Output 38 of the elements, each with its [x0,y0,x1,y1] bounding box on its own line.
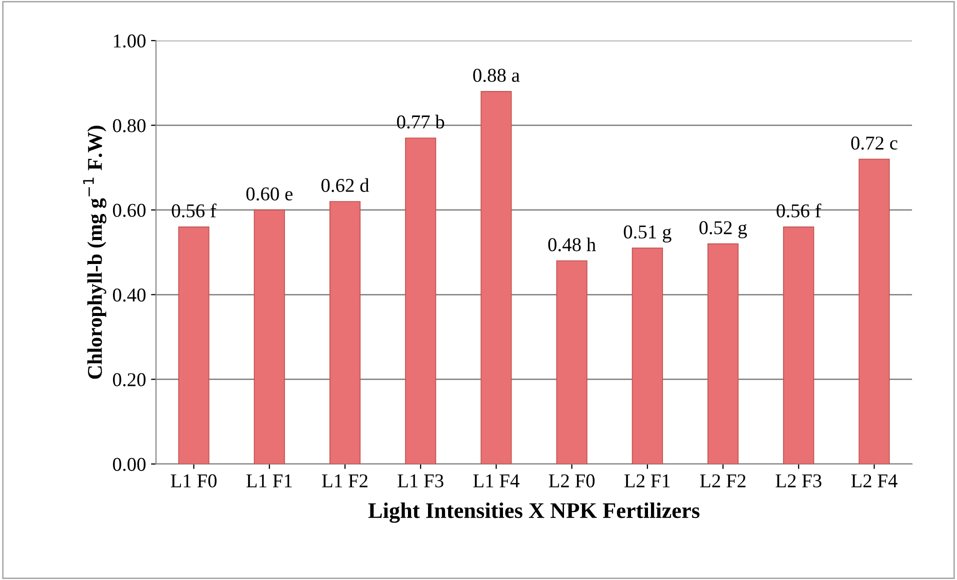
x-tick-label: L2 F2 [700,474,746,488]
data-label: 0.88 a [473,68,520,82]
x-tick-label: L1 F1 [246,474,292,488]
data-label: 0.72 c [851,136,898,150]
y-tick-label: 0.40 [112,288,146,302]
bar [858,158,890,464]
x-tick-label: L1 F3 [398,474,444,488]
data-label: 0.56 f [776,204,822,218]
y-tick-label: 0.60 [112,204,146,217]
x-tick-label: L2 F0 [548,474,595,488]
bar [254,210,285,464]
x-tick-label: L1 F0 [170,474,217,488]
x-tick-label: L2 F3 [776,474,822,488]
bar [329,201,361,464]
y-axis-title: Chlorophyll-b (mg g$^{−1}$ F.W) [83,126,106,379]
bar [178,226,210,464]
data-label: 0.48 h [548,238,596,252]
bar [707,243,739,464]
bar [632,248,663,464]
data-label: 0.56 f [172,204,216,218]
x-tick-label: L2 F4 [851,474,898,488]
data-label: 0.60 e [246,187,292,201]
bar [480,90,512,464]
bar [405,138,436,464]
x-tick-label: L1 F2 [322,474,368,488]
bar [783,226,814,464]
data-label: 0.77 b [397,114,444,129]
y-tick-label: 0.80 [112,119,146,132]
bar [556,260,588,464]
data-label: 0.51 g [624,225,672,243]
y-tick-label: 0.00 [112,458,146,472]
y-tick-label: 1.00 [114,34,146,48]
data-label: 0.52 g [699,221,747,238]
data-label: 0.62 d [321,178,370,192]
x-tick-label: L1 F4 [473,474,520,488]
x-tick-label: L2 F1 [624,474,670,488]
y-tick-label: 0.20 [112,373,146,386]
x-axis-title: Light Intensities X NPK Fertilizers [368,502,700,523]
